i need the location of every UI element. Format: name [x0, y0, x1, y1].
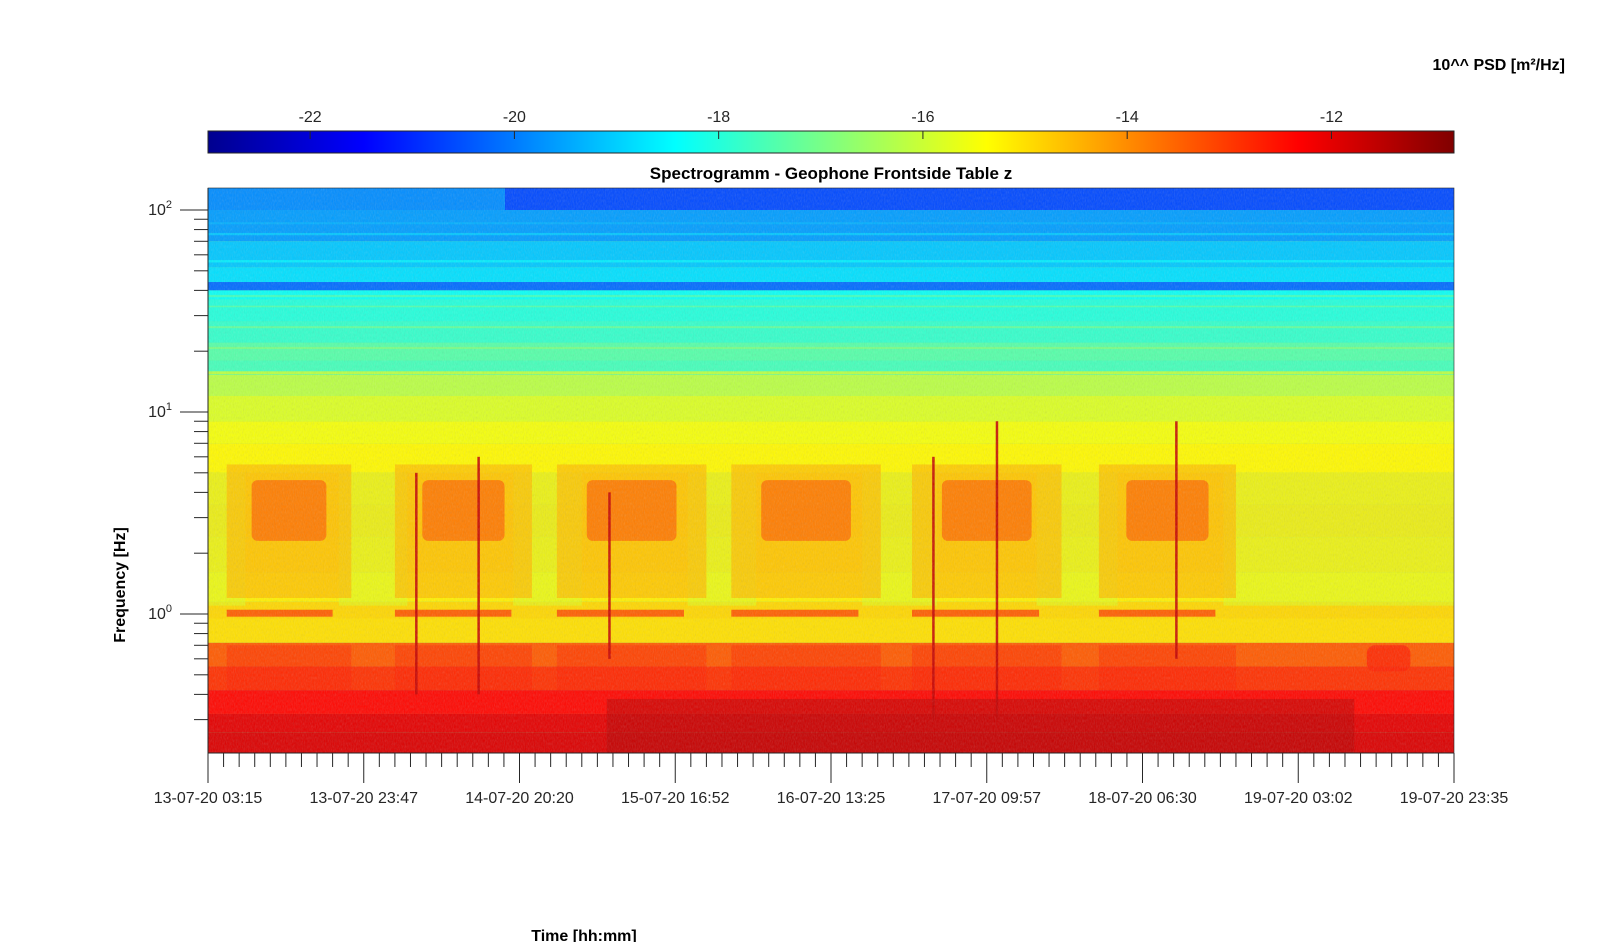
y-tick-label: 101 [148, 401, 172, 421]
colorbar-ticks: -22 -20 -18 -16 -14 -12 [299, 109, 1344, 126]
colorbar [207, 130, 1455, 154]
x-tick-label: 17-07-20 09:57 [932, 790, 1041, 807]
spectrogram-image [208, 188, 1454, 753]
x-tick-label: 19-07-20 03:02 [1244, 790, 1353, 807]
colorbar-tick-label: -16 [911, 109, 934, 126]
x-tick-label: 14-07-20 20:20 [465, 790, 574, 807]
colorbar-tick-label: -14 [1116, 109, 1139, 126]
x-tick-label: 19-07-20 23:35 [1400, 790, 1509, 807]
x-tick-label: 16-07-20 13:25 [777, 790, 886, 807]
x-tick-label: 13-07-20 23:47 [309, 790, 418, 807]
x-tick-label: 15-07-20 16:52 [621, 790, 730, 807]
colorbar-tick-label: -20 [503, 109, 526, 126]
y-tick-label: 102 [148, 199, 172, 219]
chart-title: Spectrogramm - Geophone Frontside Table … [650, 164, 1012, 183]
colorbar-label: 10^^ PSD [m²/Hz] [1433, 57, 1565, 74]
colorbar-tick-marks [309, 131, 1332, 139]
y-tick-label: 100 [148, 603, 172, 623]
x-tick-label: 13-07-20 03:15 [154, 790, 263, 807]
colorbar-tick-label: -18 [707, 109, 730, 126]
x-axis-title: Time [hh:mm] [531, 928, 636, 942]
x-axis: 13-07-20 03:15 13-07-20 23:47 14-07-20 20:… [154, 752, 1509, 807]
colorbar-tick-label: -22 [299, 109, 322, 126]
colorbar-tick-label: -12 [1320, 109, 1343, 126]
x-tick-label: 18-07-20 06:30 [1088, 790, 1197, 807]
y-axis: 102 101 100 [148, 188, 209, 753]
y-axis-title: Frequency [Hz] [112, 527, 129, 643]
